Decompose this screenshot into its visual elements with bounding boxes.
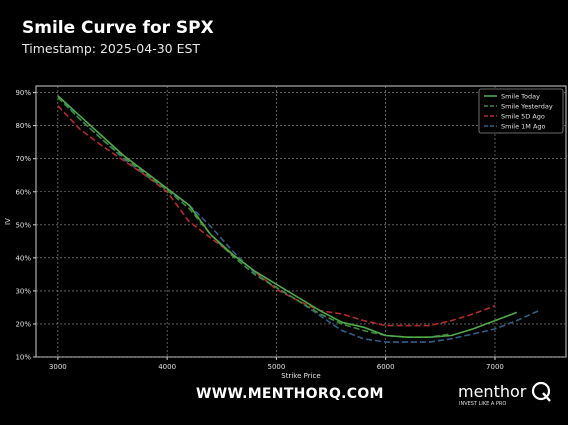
series-line-smile-5d-ago (57, 105, 496, 327)
y-tick-label: 20% (15, 320, 31, 328)
logo-tagline: INVEST LIKE A PRO (459, 401, 507, 407)
x-axis-label: Strike Price (281, 372, 320, 380)
logo-q-icon (531, 381, 551, 402)
legend-label: Smile 1M Ago (501, 123, 546, 131)
series-line-smile-yesterday (57, 97, 452, 338)
legend-label: Smile Today (501, 93, 540, 101)
chart-title: Smile Curve for SPX (22, 18, 214, 38)
y-tick-label: 90% (15, 89, 31, 97)
y-tick-label: 40% (15, 254, 31, 262)
y-tick-label: 10% (15, 354, 31, 362)
x-tick-label: 3000 (49, 363, 67, 371)
x-tick-label: 6000 (377, 363, 395, 371)
y-axis-label: IV (4, 218, 12, 225)
legend-box (478, 88, 564, 134)
x-tick-label: 4000 (158, 363, 176, 371)
y-tick-label: 30% (15, 287, 31, 295)
y-tick-label: 50% (15, 221, 31, 229)
chart-timestamp: Timestamp: 2025-04-30 EST (22, 41, 201, 56)
x-tick-label: 5000 (267, 363, 285, 371)
x-tick-label: 7000 (486, 363, 504, 371)
y-tick-label: 80% (15, 122, 31, 130)
footer-website-link[interactable]: WWW.MENTHORQ.COM (196, 386, 384, 402)
y-tick-label: 70% (15, 155, 31, 163)
legend-label: Smile 5D Ago (501, 113, 545, 121)
series-line-smile-today (57, 95, 518, 338)
y-tick-label: 60% (15, 188, 31, 196)
legend-label: Smile Yesterday (501, 103, 553, 111)
logo-wordmark: menthor (458, 382, 527, 401)
